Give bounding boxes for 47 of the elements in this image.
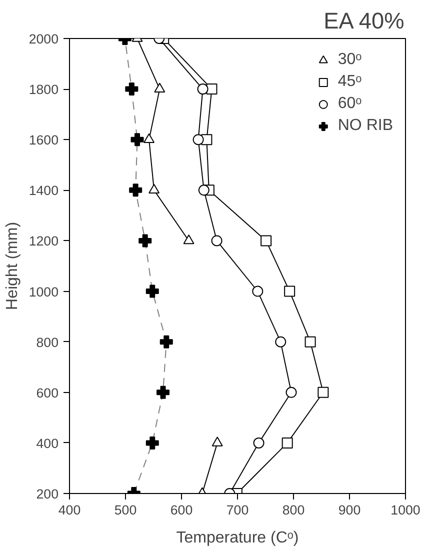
point [146,436,159,450]
y-tick-label: 1200 [28,234,59,249]
legend-label: NO RIB [338,117,393,135]
point [160,335,173,348]
point [198,184,210,196]
x-tick-label: 900 [338,502,361,518]
point [304,336,316,348]
point [129,184,142,197]
point [197,84,208,95]
point [130,133,144,146]
y-axis-title: Height (mm) [4,222,21,310]
x-axis-title: Temperature (Cᵒ) [176,530,299,546]
y-tick-label: 400 [36,436,59,451]
x-tick-label: 700 [226,502,249,518]
point [275,336,286,348]
point [286,386,297,398]
legend-label: 30ᵒ [338,51,362,69]
point [156,386,170,399]
point [183,234,194,244]
y-tick-label: 200 [36,486,59,502]
y-tick-label: 1400 [28,183,59,198]
x-tick-label: 500 [114,502,137,518]
point [253,437,264,448]
y-tick-label: 1800 [28,82,59,98]
point [192,134,204,146]
point [284,286,296,297]
point [211,235,222,246]
x-tick-label: 400 [58,502,81,518]
point [212,436,223,446]
point [318,386,329,398]
point [125,82,138,96]
y-tick-label: 1000 [28,284,59,300]
x-tick-label: 600 [170,502,193,518]
x-tick-label: 1000 [390,502,420,518]
legend-label: 45ᵒ [338,73,362,91]
y-tick-label: 600 [36,385,59,400]
y-tick-label: 2000 [28,32,59,46]
legend-label: 60ᵒ [338,95,362,113]
point [260,235,272,246]
chart-title: EA 40% [324,8,404,34]
y-tick-label: 1600 [28,132,59,148]
point [138,234,152,248]
point [252,286,264,297]
x-tick-label: 800 [282,502,305,518]
point [282,437,293,448]
y-tick-label: 800 [36,334,59,350]
point [146,284,159,298]
